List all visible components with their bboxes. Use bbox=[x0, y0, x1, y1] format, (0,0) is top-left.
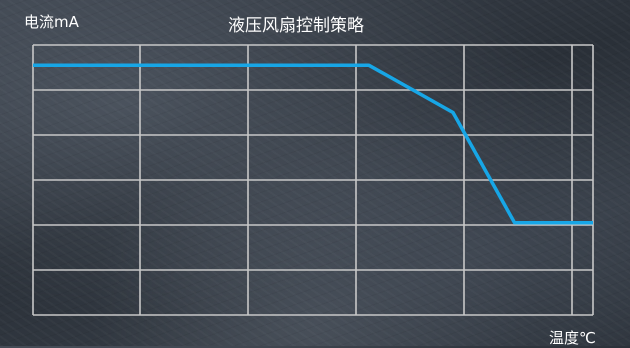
chart-grid bbox=[33, 45, 593, 315]
chart-series bbox=[33, 65, 593, 223]
series-line-0 bbox=[33, 65, 593, 223]
